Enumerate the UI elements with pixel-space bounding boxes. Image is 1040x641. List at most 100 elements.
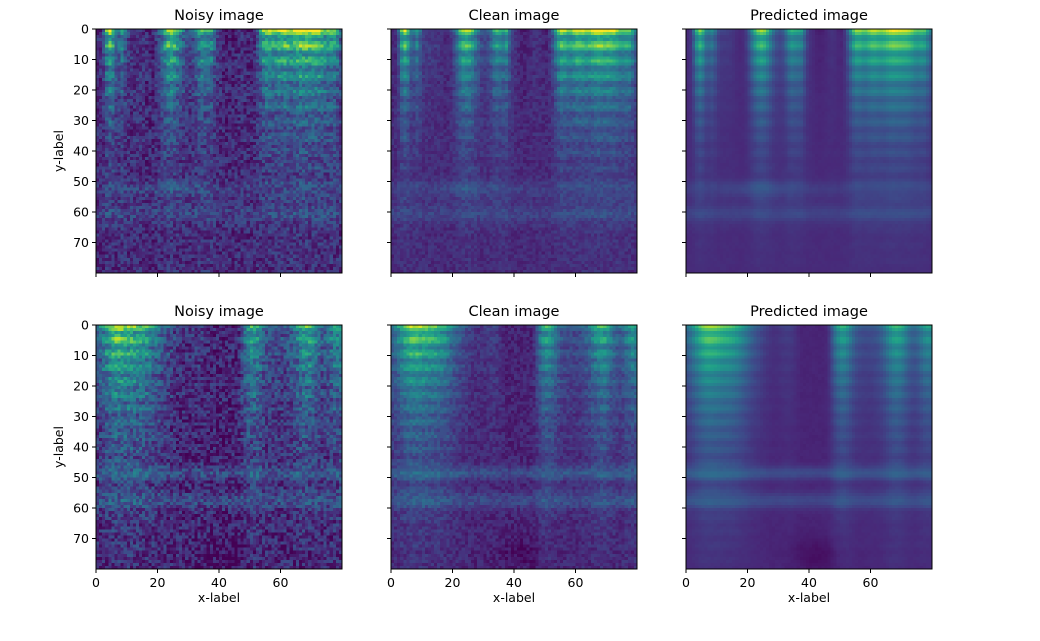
heatmap-cell <box>118 50 121 53</box>
heatmap-cell <box>253 56 256 59</box>
heatmap-cell <box>225 38 228 41</box>
heatmap-cell <box>268 63 271 66</box>
heatmap-cell <box>127 53 130 56</box>
heatmap-cell <box>114 60 117 63</box>
heatmap-cell <box>241 32 244 35</box>
heatmap-cell <box>127 38 130 41</box>
heatmap-cell <box>311 29 314 32</box>
heatmap-cell <box>148 32 151 35</box>
heatmap-cell <box>96 35 99 38</box>
heatmap-cell <box>105 29 108 32</box>
heatmap-cell <box>327 41 330 44</box>
heatmap-cell <box>247 32 250 35</box>
heatmap-cell <box>327 32 330 35</box>
heatmap-cell <box>314 66 317 69</box>
heatmap-cell <box>234 29 237 32</box>
heatmap-cell <box>96 60 99 63</box>
heatmap-cell <box>274 44 277 47</box>
heatmap-cell <box>228 32 231 35</box>
heatmap-cell <box>244 32 247 35</box>
heatmap-cell <box>225 66 228 69</box>
heatmap-cell <box>324 47 327 50</box>
heatmap-cell <box>293 47 296 50</box>
heatmap-cell <box>204 38 207 41</box>
heatmap-cell <box>293 32 296 35</box>
heatmap-cell <box>185 44 188 47</box>
heatmap-cell <box>234 47 237 50</box>
heatmap-cell <box>213 60 216 63</box>
heatmap-cell <box>99 47 102 50</box>
heatmap-cell <box>327 60 330 63</box>
heatmap-cell <box>213 44 216 47</box>
heatmap-cell <box>320 53 323 56</box>
heatmap-cell <box>262 66 265 69</box>
heatmap-cell <box>176 32 179 35</box>
heatmap-cell <box>173 35 176 38</box>
heatmap-cell <box>148 66 151 69</box>
heatmap-cell <box>320 66 323 69</box>
heatmap-cell <box>320 44 323 47</box>
heatmap-cell <box>247 38 250 41</box>
heatmap-cell <box>139 60 142 63</box>
heatmap-cell <box>121 50 124 53</box>
heatmap-cell <box>204 53 207 56</box>
heatmap-cell <box>311 38 314 41</box>
heatmap-cell <box>99 38 102 41</box>
heatmap-cell <box>182 32 185 35</box>
heatmap-cell <box>96 47 99 50</box>
heatmap-cell <box>191 50 194 53</box>
heatmap-cell <box>317 60 320 63</box>
heatmap-cell <box>154 53 157 56</box>
heatmap-cell <box>293 53 296 56</box>
heatmap-cell <box>287 53 290 56</box>
heatmap-cell <box>179 56 182 59</box>
heatmap-cell <box>182 44 185 47</box>
heatmap-cell <box>237 50 240 53</box>
heatmap-cell <box>170 60 173 63</box>
heatmap-cell <box>145 66 148 69</box>
heatmap-cell <box>330 53 333 56</box>
heatmap-cell <box>287 60 290 63</box>
heatmap-cell <box>268 47 271 50</box>
heatmap-cell <box>256 44 259 47</box>
heatmap-cell <box>225 53 228 56</box>
heatmap-cell <box>271 29 274 32</box>
heatmap-cell <box>327 50 330 53</box>
heatmap-cell <box>151 41 154 44</box>
heatmap-cell <box>161 63 164 66</box>
heatmap-cell <box>194 50 197 53</box>
heatmap-cell <box>145 69 148 72</box>
heatmap-cell <box>108 29 111 32</box>
heatmap-cell <box>228 60 231 63</box>
heatmap-cell <box>222 44 225 47</box>
heatmap-cell <box>102 38 105 41</box>
heatmap-cell <box>154 38 157 41</box>
heatmap-cell <box>219 35 222 38</box>
heatmap-cell <box>250 41 253 44</box>
heatmap-cell <box>311 50 314 53</box>
heatmap-cell <box>320 41 323 44</box>
heatmap-cell <box>324 41 327 44</box>
heatmap-cell <box>293 56 296 59</box>
heatmap-cell <box>299 35 302 38</box>
heatmap-cell <box>330 60 333 63</box>
heatmap-cell <box>188 38 191 41</box>
heatmap-cell <box>182 60 185 63</box>
heatmap-cell <box>314 41 317 44</box>
heatmap-cell <box>265 32 268 35</box>
heatmap-cell <box>170 35 173 38</box>
heatmap-cell <box>127 32 130 35</box>
heatmap-cell <box>225 41 228 44</box>
heatmap-cell <box>191 56 194 59</box>
heatmap-cell <box>265 44 268 47</box>
heatmap-cell <box>197 41 200 44</box>
heatmap-cell <box>250 50 253 53</box>
heatmap-cell <box>253 41 256 44</box>
heatmap-cell <box>127 66 130 69</box>
heatmap-cell <box>161 29 164 32</box>
heatmap-cell <box>222 47 225 50</box>
heatmap-cell <box>259 29 262 32</box>
heatmap-cell <box>290 50 293 53</box>
heatmap-cell <box>170 66 173 69</box>
heatmap-cell <box>271 38 274 41</box>
